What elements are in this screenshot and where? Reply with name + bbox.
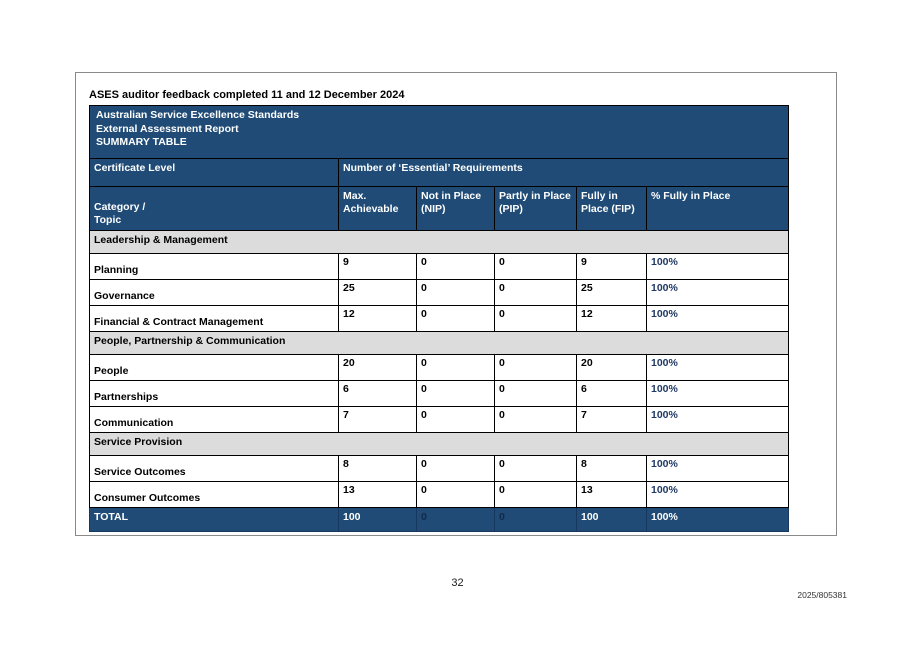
summary-table: Australian Service Excellence Standards … [88,105,790,532]
section-label: People, Partnership & Communication [88,331,790,355]
pip-cell: 0 [494,406,577,433]
max-cell: 12 [338,305,417,332]
fip-cell: 6 [576,380,647,407]
page-border-box: ASES auditor feedback completed 11 and 1… [75,72,837,536]
table-row-financial-contract-management: Financial & Contract Management 12 0 0 1… [89,305,790,332]
col-header-partly-in-place: Partly in Place (PIP) [494,186,577,231]
fip-cell: 8 [576,455,647,482]
nip-cell: 0 [416,305,495,332]
max-cell: 13 [338,481,417,508]
fip-cell: 12 [576,305,647,332]
pct-cell: 100% [645,279,790,306]
nip-cell: 0 [416,279,495,306]
table-title-line-2: External Assessment Report [96,122,239,135]
pct-cell: 100% [645,481,790,508]
fip-cell: 13 [576,481,647,508]
pct-cell: 100% [645,380,790,407]
pct-cell: 100% [645,354,790,381]
pip-cell: 0 [494,305,577,332]
pct-cell: 100% [645,406,790,433]
table-row-people: People 20 0 0 20 100% [89,354,790,381]
table-row-total: TOTAL 100 0 0 100 100% [89,507,790,532]
nip-cell: 0 [416,253,495,280]
total-pip-cell: 0 [494,507,577,532]
table-row-communication: Communication 7 0 0 7 100% [89,406,790,433]
pct-cell: 100% [645,305,790,332]
topic-cell: Financial & Contract Management [89,305,339,332]
document-heading: ASES auditor feedback completed 11 and 1… [89,89,405,101]
page-number: 32 [451,577,464,589]
table-row-consumer-outcomes: Consumer Outcomes 13 0 0 13 100% [89,481,790,508]
topic-cell: Service Outcomes [89,455,339,482]
topic-cell: Consumer Outcomes [89,481,339,508]
topic-cell: Partnerships [89,380,339,407]
topic-cell: Planning [89,253,339,280]
max-cell: 6 [338,380,417,407]
pip-cell: 0 [494,380,577,407]
header-row-2: Category / Topic Max. Achievable Not in … [89,186,790,231]
table-title-row: Australian Service Excellence Standards … [88,105,790,159]
max-cell: 7 [338,406,417,433]
certificate-level-header: Certificate Level [89,158,339,187]
total-pct-cell: 100% [645,507,790,532]
fip-cell: 9 [576,253,647,280]
table-title-line-3: SUMMARY TABLE [96,136,187,148]
nip-cell: 0 [416,481,495,508]
section-label: Leadership & Management [88,230,790,254]
section-row-service-provision: Service Provision [88,432,790,456]
pip-cell: 0 [494,455,577,482]
table-row-governance: Governance 25 0 0 25 100% [89,279,790,306]
section-label: Service Provision [88,432,790,456]
total-fip-cell: 100 [576,507,647,532]
category-topic-header: Category / Topic [89,186,339,231]
total-label-cell: TOTAL [89,507,339,532]
col-header-not-in-place: Not in Place (NIP) [416,186,495,231]
fip-cell: 7 [576,406,647,433]
max-cell: 8 [338,455,417,482]
table-row-partnerships: Partnerships 6 0 0 6 100% [89,380,790,407]
topic-cell: People [89,354,339,381]
col-header-pct-fully-in-place: % Fully in Place [645,186,790,231]
max-cell: 9 [338,253,417,280]
section-row-people-partnership-communication: People, Partnership & Communication [88,331,790,355]
nip-cell: 0 [416,406,495,433]
pct-cell: 100% [645,253,790,280]
document-reference: 2025/805381 [797,590,847,600]
col-header-max-achievable: Max. Achievable [338,186,417,231]
essential-requirements-header: Number of ‘Essential’ Requirements [337,158,790,187]
pct-cell: 100% [645,455,790,482]
col-header-fully-in-place: Fully in Place (FIP) [576,186,647,231]
topic-cell: Communication [89,406,339,433]
section-row-leadership: Leadership & Management [88,230,790,254]
fip-cell: 20 [576,354,647,381]
max-cell: 20 [338,354,417,381]
nip-cell: 0 [416,354,495,381]
pip-cell: 0 [494,481,577,508]
total-nip-cell: 0 [416,507,495,532]
topic-cell: Governance [89,279,339,306]
table-row-planning: Planning 9 0 0 9 100% [89,253,790,280]
total-max-cell: 100 [338,507,417,532]
table-title-cell: Australian Service Excellence Standards … [88,105,790,159]
nip-cell: 0 [416,455,495,482]
table-row-service-outcomes: Service Outcomes 8 0 0 8 100% [89,455,790,482]
pip-cell: 0 [494,253,577,280]
max-cell: 25 [338,279,417,306]
pip-cell: 0 [494,279,577,306]
pip-cell: 0 [494,354,577,381]
fip-cell: 25 [576,279,647,306]
nip-cell: 0 [416,380,495,407]
header-row-1: Certificate Level Number of ‘Essential’ … [89,158,790,187]
table-title-line-1: Australian Service Excellence Standards [96,109,300,121]
